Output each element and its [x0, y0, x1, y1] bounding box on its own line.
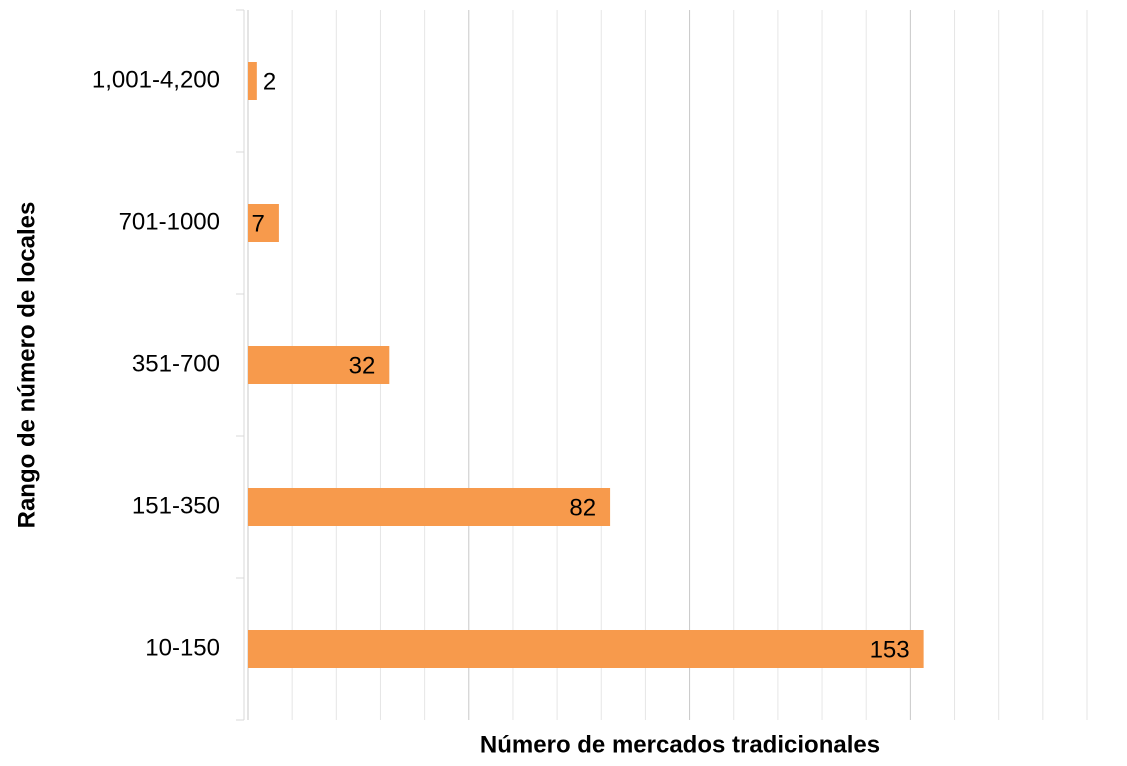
data-label: 7 [252, 210, 265, 237]
bar [248, 62, 257, 100]
data-label: 153 [870, 636, 910, 663]
y-axis-label: Rango de número de locales [13, 202, 40, 529]
data-label: 32 [349, 352, 376, 379]
bar [248, 204, 279, 242]
data-label: 2 [263, 68, 276, 95]
y-tick-label: 10-150 [145, 634, 220, 661]
y-tick-label: 351-700 [132, 350, 220, 377]
y-tick-label: 1,001-4,200 [92, 66, 220, 93]
bar [248, 488, 611, 526]
bar [248, 630, 924, 668]
y-tick-label: 701-1000 [119, 208, 220, 235]
data-label: 82 [569, 494, 596, 521]
x-axis-label: Número de mercados tradicionales [480, 731, 880, 758]
bar [248, 346, 390, 384]
y-tick-label: 151-350 [132, 492, 220, 519]
